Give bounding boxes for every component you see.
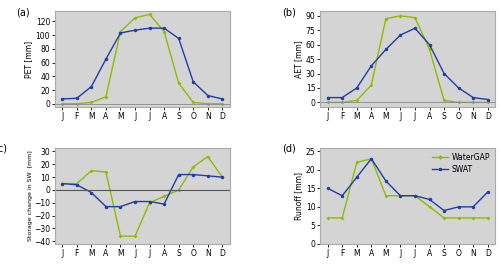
Legend: WaterGAP, SWAT: WaterGAP, SWAT xyxy=(429,150,493,177)
Text: (d): (d) xyxy=(282,144,296,154)
Text: (c): (c) xyxy=(0,144,7,154)
Y-axis label: PET [mm]: PET [mm] xyxy=(24,41,33,78)
Text: (b): (b) xyxy=(282,7,296,17)
Text: (a): (a) xyxy=(16,7,30,17)
Y-axis label: AET [mm]: AET [mm] xyxy=(294,40,303,78)
Y-axis label: Storage change in SW  [mm]: Storage change in SW [mm] xyxy=(28,150,32,241)
Y-axis label: Runoff [mm]: Runoff [mm] xyxy=(294,172,303,220)
